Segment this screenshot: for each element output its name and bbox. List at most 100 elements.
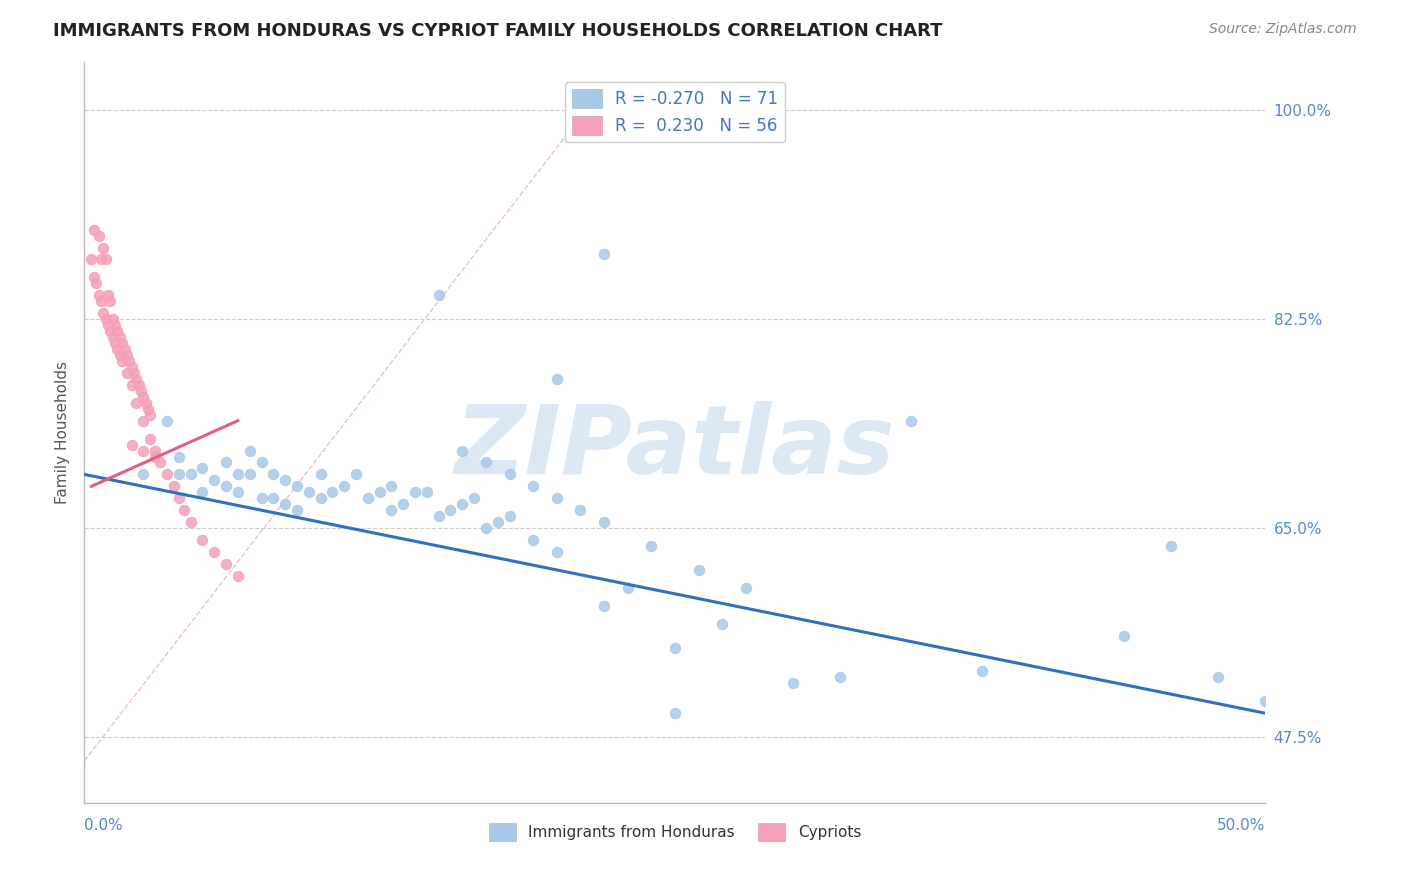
Point — [107, 324, 129, 338]
Point — [91, 306, 114, 320]
Text: IMMIGRANTS FROM HONDURAS VS CYPRIOT FAMILY HOUSEHOLDS CORRELATION CHART: IMMIGRANTS FROM HONDURAS VS CYPRIOT FAMI… — [53, 22, 943, 40]
Point — [427, 509, 450, 524]
Point — [107, 342, 129, 356]
Point — [830, 670, 852, 684]
Point — [191, 461, 214, 475]
Point — [439, 503, 461, 517]
Point — [344, 467, 367, 482]
Point — [98, 324, 121, 338]
Text: 50.0%: 50.0% — [1218, 818, 1265, 832]
Point — [664, 640, 686, 655]
Y-axis label: Family Households: Family Households — [55, 361, 70, 504]
Point — [498, 509, 520, 524]
Point — [136, 401, 159, 416]
Point — [101, 312, 124, 326]
Point — [593, 599, 616, 613]
Point — [782, 676, 804, 690]
Point — [451, 443, 474, 458]
Point — [191, 533, 214, 547]
Point — [163, 479, 186, 493]
Point — [173, 503, 195, 517]
Point — [285, 479, 308, 493]
Point — [368, 485, 391, 500]
Point — [215, 557, 238, 571]
Point — [226, 485, 249, 500]
Point — [115, 348, 138, 362]
Point — [167, 467, 190, 482]
Point — [1254, 694, 1277, 708]
Point — [498, 467, 520, 482]
Point — [427, 288, 450, 302]
Point — [115, 366, 138, 380]
Point — [94, 252, 117, 267]
Point — [83, 222, 105, 236]
Point — [129, 384, 152, 398]
Point — [139, 408, 162, 422]
Point — [333, 479, 356, 493]
Point — [191, 485, 214, 500]
Point — [274, 497, 297, 511]
Point — [262, 491, 284, 506]
Point — [167, 491, 190, 506]
Point — [215, 455, 238, 469]
Point — [664, 807, 686, 822]
Point — [180, 467, 202, 482]
Point — [104, 318, 127, 333]
Point — [132, 390, 155, 404]
Point — [202, 474, 225, 488]
Point — [80, 252, 103, 267]
Point — [274, 474, 297, 488]
Point — [114, 342, 136, 356]
Point — [111, 354, 134, 368]
Point — [616, 581, 638, 595]
Point — [132, 467, 155, 482]
Point — [139, 432, 162, 446]
Point — [546, 372, 568, 386]
Point — [734, 581, 756, 595]
Point — [640, 539, 662, 553]
Point — [180, 515, 202, 529]
Point — [522, 479, 544, 493]
Point — [262, 467, 284, 482]
Point — [309, 491, 332, 506]
Point — [97, 288, 120, 302]
Point — [475, 455, 498, 469]
Point — [357, 491, 380, 506]
Point — [546, 545, 568, 559]
Point — [101, 330, 124, 344]
Point — [226, 569, 249, 583]
Point — [132, 414, 155, 428]
Point — [143, 443, 166, 458]
Point — [475, 521, 498, 535]
Point — [688, 563, 710, 577]
Point — [404, 485, 426, 500]
Point — [91, 240, 114, 255]
Point — [125, 396, 148, 410]
Point — [593, 246, 616, 260]
Point — [104, 336, 127, 351]
Legend: Immigrants from Honduras, Cypriots: Immigrants from Honduras, Cypriots — [482, 817, 868, 847]
Point — [664, 706, 686, 721]
Point — [84, 277, 107, 291]
Point — [309, 467, 332, 482]
Point — [463, 491, 485, 506]
Point — [118, 354, 141, 368]
Point — [128, 377, 150, 392]
Point — [135, 396, 157, 410]
Point — [298, 485, 321, 500]
Point — [87, 228, 110, 243]
Point — [125, 372, 148, 386]
Text: ZIPatlas: ZIPatlas — [454, 401, 896, 494]
Point — [90, 294, 112, 309]
Point — [522, 533, 544, 547]
Point — [121, 377, 143, 392]
Point — [87, 288, 110, 302]
Point — [569, 503, 592, 517]
Point — [250, 455, 273, 469]
Point — [156, 467, 179, 482]
Point — [111, 336, 134, 351]
Point — [416, 485, 439, 500]
Text: 0.0%: 0.0% — [84, 818, 124, 832]
Text: Source: ZipAtlas.com: Source: ZipAtlas.com — [1209, 22, 1357, 37]
Point — [98, 294, 121, 309]
